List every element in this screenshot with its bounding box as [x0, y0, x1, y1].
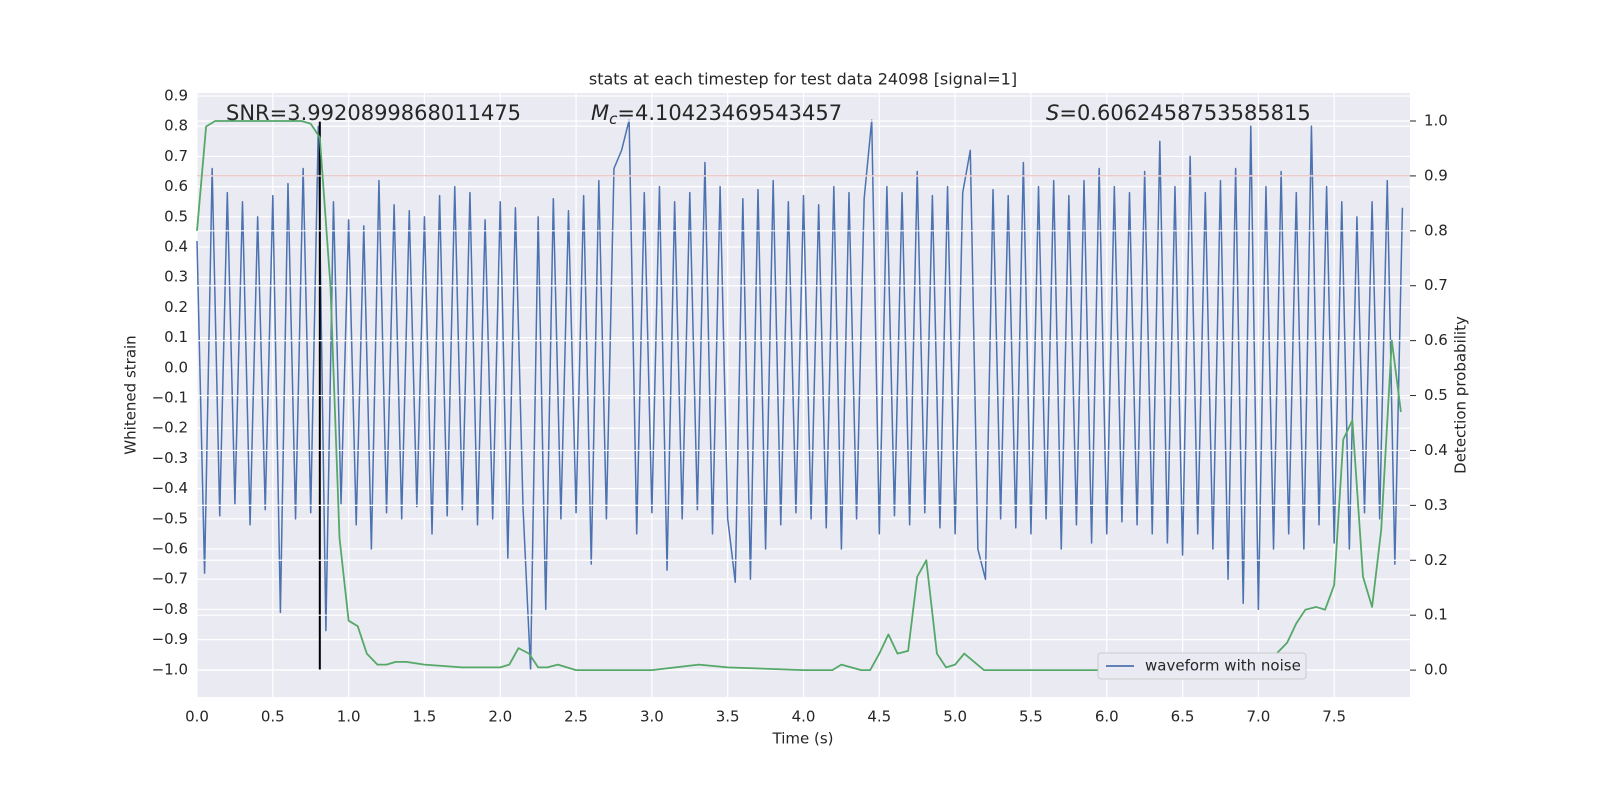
x-tick-label: 0.0 [185, 708, 209, 726]
chart-title: stats at each timestep for test data 240… [589, 70, 1017, 89]
y-tick-label: −0.2 [152, 419, 188, 437]
y-tick-label: 0.4 [164, 238, 188, 256]
legend-box [1097, 652, 1307, 680]
x-tick-label: 3.0 [640, 708, 664, 726]
x-tick-label: 4.0 [792, 708, 816, 726]
x-tick-label: 7.0 [1246, 708, 1270, 726]
x-tick-label: 1.0 [337, 708, 361, 726]
y2-tick-label: 0.9 [1424, 166, 1448, 184]
x-tick-label: 6.5 [1171, 708, 1195, 726]
y2-tick-label: 0.4 [1424, 441, 1448, 459]
annotation-text: =0.6062458753585815 [1059, 101, 1310, 125]
x-tick-label: 2.5 [564, 708, 588, 726]
y-tick-label: 0.8 [164, 117, 188, 135]
y-tick-label: −0.5 [152, 509, 188, 527]
x-tick-label: 3.5 [716, 708, 740, 726]
y-tick-label: 0.9 [164, 87, 188, 105]
y-tick-label: 0.1 [164, 328, 188, 346]
x-tick-label: 2.0 [488, 708, 512, 726]
over-layer [196, 120, 1410, 671]
y2-tick-label: 0.6 [1424, 331, 1448, 349]
y-tick-label: −1.0 [152, 660, 188, 678]
annotations: SNR=3.9920899868011475 Mc=4.1042346954345… [226, 101, 1311, 128]
y-tick-label: −0.7 [152, 570, 188, 588]
x-tick-label: 4.5 [867, 708, 891, 726]
y-tick-label: −0.6 [152, 540, 188, 558]
y-tick-label: 0.3 [164, 268, 188, 286]
x-tick-label: 6.0 [1095, 708, 1119, 726]
x-tick-label: 0.5 [261, 708, 285, 726]
series-line [196, 119, 1404, 671]
y2-tick-label: 0.2 [1424, 551, 1448, 569]
x-tick-label: 1.5 [413, 708, 437, 726]
legend: waveform with noise [1097, 652, 1307, 680]
annotation-symbol: S [1046, 101, 1059, 125]
annotation: S=0.6062458753585815 [1046, 101, 1311, 125]
annotation: Mc=4.10423469543457 [591, 101, 842, 128]
y2-tick-label: 0.8 [1424, 221, 1448, 239]
annotation-text: =4.10423469543457 [617, 101, 842, 125]
y2-tick-label: 1.0 [1424, 112, 1448, 130]
y-tick-label: 0.6 [164, 177, 188, 195]
series-line [196, 120, 1402, 671]
y2-tick-label: 0.7 [1424, 276, 1448, 294]
annotation-subscript: c [609, 110, 618, 128]
y-axis-label: Whitened strain [122, 335, 140, 454]
y-tick-label: 0.2 [164, 298, 188, 316]
legend-label: waveform with noise [1145, 657, 1301, 675]
x-axis-label: Time (s) [772, 730, 834, 748]
y-tick-label: 0.7 [164, 147, 188, 165]
annotation-text: SNR=3.9920899868011475 [226, 101, 521, 125]
x-tick-label: 5.5 [1019, 708, 1043, 726]
y-tick-label: −0.9 [152, 630, 188, 648]
y2-tick-label: 0.3 [1424, 496, 1448, 514]
y-tick-label: −0.4 [152, 479, 188, 497]
y2-tick-label: 0.0 [1424, 661, 1448, 679]
x-tick-label: 5.0 [943, 708, 967, 726]
y-tick-label: −0.8 [152, 600, 188, 618]
y-tick-label: 0.0 [164, 358, 188, 376]
y2-axis-label: Detection probability [1452, 316, 1470, 474]
y-tick-label: 0.5 [164, 207, 188, 225]
annotation-symbol: M [591, 101, 609, 125]
y2-tick-label: 0.1 [1424, 606, 1448, 624]
y-tick-label: −0.3 [152, 449, 188, 467]
x-tick-label: 7.5 [1322, 708, 1346, 726]
y-tick-label: −0.1 [152, 389, 188, 407]
annotation: SNR=3.9920899868011475 [226, 101, 521, 125]
y2-tick-label: 0.5 [1424, 386, 1448, 404]
